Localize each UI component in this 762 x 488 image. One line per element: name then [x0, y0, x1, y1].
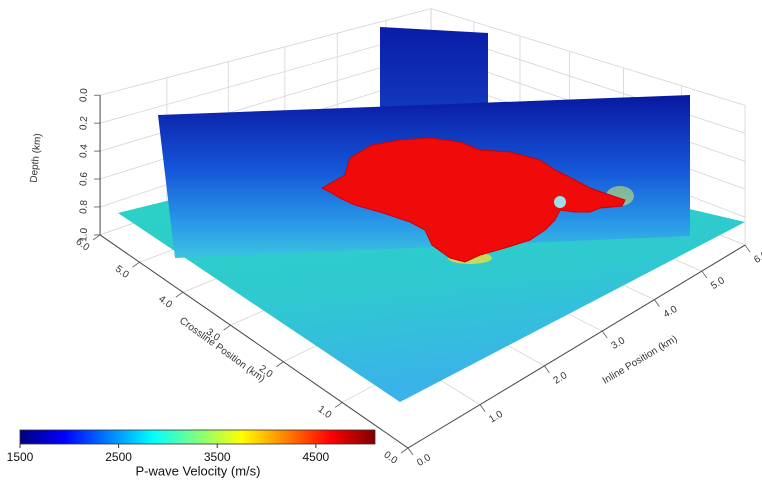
colorbar-tick-label: 1500 [7, 450, 34, 464]
x-tick-label: 2.0 [552, 370, 570, 387]
colorbar-tick-label: 3500 [204, 450, 231, 464]
y-tick-label: 4.0 [156, 294, 174, 311]
x-tick [480, 405, 485, 412]
x-tick-label: 3.0 [609, 335, 627, 352]
x-tick [702, 271, 707, 278]
y-tick-label: 0.0 [381, 449, 399, 466]
z-tick-label: 0.2 [78, 115, 90, 130]
x-tick [544, 366, 549, 373]
y-tick-label: 5.0 [113, 264, 131, 281]
y-tick [335, 402, 342, 407]
x-tick-label: 0.0 [415, 452, 433, 469]
chart: 0.01.02.03.04.05.06.00.01.02.03.04.05.06… [0, 0, 762, 483]
x-tick-label: 4.0 [662, 304, 680, 321]
colorbar-tick-label: 2500 [105, 450, 132, 464]
y-tick [133, 262, 140, 267]
z-tick-label: 0.6 [78, 171, 90, 186]
colorbar: 1500 2500 3500 4500 [7, 430, 375, 464]
body-hole [554, 196, 566, 208]
y-tick [224, 325, 231, 330]
colorbar-label: P-wave Velocity (m/s) [136, 463, 261, 478]
y-tick [401, 448, 408, 453]
x-tick [408, 448, 413, 455]
x-tick-label: 1.0 [487, 409, 505, 426]
z-axis-label: Depth (km) [29, 133, 44, 183]
x-tick [602, 331, 607, 338]
y-tick [93, 235, 100, 240]
colorbar-tick-label: 4500 [302, 450, 329, 464]
x-tick [654, 300, 659, 307]
y-tick [276, 362, 283, 367]
colorbar-bar [20, 430, 375, 444]
x-tick [745, 245, 750, 252]
z-tick-label: 0.8 [78, 199, 90, 214]
z-tick-label: 0.4 [78, 143, 90, 158]
x-tick-label: 5.0 [709, 275, 727, 292]
z-tick-label: 1.0 [78, 227, 90, 242]
z-tick-label: 0.0 [78, 87, 90, 102]
y-tick-label: 1.0 [316, 404, 334, 421]
x-tick-label: 6.0 [752, 249, 762, 266]
y-axis-label: Crossline Position (km) [177, 315, 267, 384]
y-tick [176, 292, 183, 297]
